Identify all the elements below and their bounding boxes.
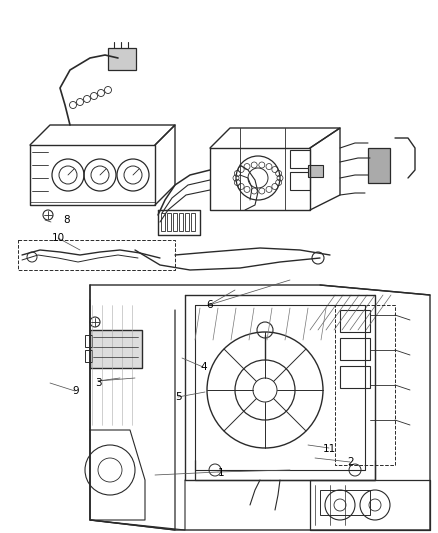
- Bar: [290, 172, 310, 190]
- Bar: [167, 213, 171, 231]
- Bar: [173, 213, 177, 231]
- Bar: [320, 490, 370, 515]
- Bar: [108, 48, 136, 70]
- Text: 1: 1: [218, 468, 225, 478]
- Bar: [340, 366, 370, 388]
- Bar: [179, 213, 183, 231]
- Text: 4: 4: [200, 362, 207, 372]
- Bar: [90, 330, 142, 368]
- Text: 5: 5: [175, 392, 182, 402]
- Text: 2: 2: [347, 457, 354, 467]
- Text: 3: 3: [95, 378, 102, 387]
- Bar: [185, 213, 189, 231]
- Bar: [191, 213, 195, 231]
- Text: 8: 8: [64, 215, 71, 225]
- Bar: [161, 213, 165, 231]
- Bar: [290, 150, 310, 168]
- Bar: [308, 165, 323, 177]
- Text: 6: 6: [206, 300, 213, 310]
- Bar: [85, 335, 92, 347]
- Bar: [340, 338, 370, 360]
- Text: 9: 9: [72, 386, 79, 395]
- Text: 10: 10: [52, 233, 65, 243]
- Bar: [340, 310, 370, 332]
- Bar: [368, 148, 390, 183]
- Text: 11: 11: [323, 445, 336, 454]
- Bar: [85, 350, 92, 362]
